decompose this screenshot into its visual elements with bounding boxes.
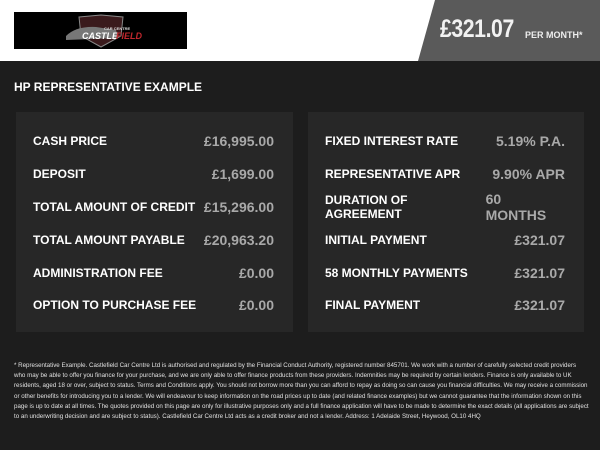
finance-row: INITIAL PAYMENT £321.07 (325, 223, 584, 256)
finance-row: FINAL PAYMENT £321.07 (325, 289, 584, 322)
finance-row: REPRESENTATIVE APR 9.90% APR (325, 158, 584, 191)
row-label: CASH PRICE (33, 134, 108, 149)
finance-row: TOTAL AMOUNT OF CREDIT £15,296.00 (33, 191, 293, 224)
row-label: DURATION OF AGREEMENT (325, 192, 408, 221)
row-value: £321.07 (514, 264, 565, 281)
finance-row: DURATION OF AGREEMENT 60 MONTHS (325, 191, 584, 224)
row-label: REPRESENTATIVE APR (325, 167, 461, 182)
finance-row: FIXED INTEREST RATE 5.19% P.A. (325, 125, 584, 158)
row-label: 58 MONTHLY PAYMENTS (325, 265, 468, 280)
monthly-price-banner (418, 0, 600, 61)
row-value: £15,296.00 (203, 198, 274, 215)
row-value: 60 MONTHS (485, 190, 547, 223)
disclaimer-text: * Representative Example. Castlefield Ca… (14, 362, 589, 421)
finance-panel-left: CASH PRICE £16,995.00 DEPOSIT £1,699.00 TO… (16, 112, 293, 332)
row-value: £16,995.00 (203, 133, 274, 150)
finance-panel-right: FIXED INTEREST RATE 5.19% P.A. REPRESENTA… (308, 112, 584, 332)
row-label: DEPOSIT (33, 167, 86, 182)
row-value: £321.07 (514, 231, 565, 248)
svg-text:CAR CENTRE: CAR CENTRE (104, 26, 131, 31)
svg-text:CASTLE: CASTLE (82, 31, 119, 41)
row-value: £321.07 (514, 297, 565, 314)
row-label: FINAL PAYMENT (325, 298, 421, 313)
logo-shield-icon: CAR CENTRE CASTLE FIELD (65, 13, 142, 48)
finance-row: 58 MONTHLY PAYMENTS £321.07 (325, 256, 584, 289)
finance-row: OPTION TO PURCHASE FEE £0.00 (33, 289, 293, 322)
section-title: HP REPRESENTATIVE EXAMPLE (14, 80, 203, 94)
row-value: 9.90% APR (492, 166, 565, 183)
castlefield-logo[interactable]: CAR CENTRE CASTLE FIELD (14, 12, 187, 49)
row-label: ADMINISTRATION FEE (33, 265, 163, 280)
row-value: 5.19% P.A. (495, 133, 565, 150)
header: CAR CENTRE CASTLE FIELD £321.07 PER MONT… (0, 0, 600, 61)
svg-text:FIELD: FIELD (116, 31, 142, 41)
finance-row: DEPOSIT £1,699.00 (33, 158, 293, 191)
per-month-label: PER MONTH* (525, 30, 583, 40)
finance-row: ADMINISTRATION FEE £0.00 (33, 256, 293, 289)
finance-row: CASH PRICE £16,995.00 (33, 125, 293, 158)
row-value: £0.00 (238, 297, 274, 314)
row-label: INITIAL PAYMENT (325, 232, 427, 247)
row-label: FIXED INTEREST RATE (325, 134, 459, 149)
row-label: TOTAL AMOUNT OF CREDIT (33, 199, 196, 214)
finance-row: TOTAL AMOUNT PAYABLE £20,963.20 (33, 223, 293, 256)
row-value: £0.00 (238, 264, 274, 281)
row-label: TOTAL AMOUNT PAYABLE (33, 232, 185, 247)
row-label: OPTION TO PURCHASE FEE (33, 298, 197, 313)
monthly-price: £321.07 (440, 15, 514, 43)
row-value: £20,963.20 (203, 231, 274, 248)
row-value: £1,699.00 (211, 166, 274, 183)
